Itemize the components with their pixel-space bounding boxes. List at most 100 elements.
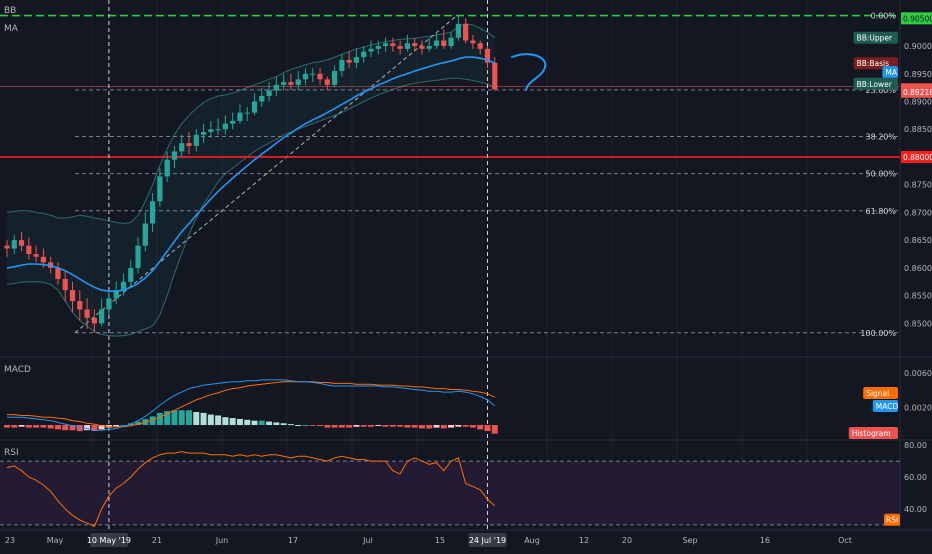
candle-body <box>55 267 61 279</box>
macd-histogram-bar <box>287 424 294 426</box>
candle-body <box>412 43 418 47</box>
candle-body <box>470 40 476 44</box>
horizontal-lines[interactable] <box>0 0 900 530</box>
candle-body <box>259 95 265 102</box>
candle-body <box>164 159 170 177</box>
candle-body <box>157 176 163 202</box>
macd-histogram-bar <box>258 420 265 425</box>
candle-body <box>150 201 156 224</box>
bollinger-lower-band-line <box>6 77 496 337</box>
macd-histogram-bar <box>375 425 382 426</box>
candle-body <box>33 254 39 257</box>
macd-tag-bg <box>872 400 898 412</box>
macd-legend-label[interactable]: MACD <box>4 365 31 375</box>
macd-tag-label: Histogram <box>852 429 891 438</box>
macd-histogram-bar <box>11 425 18 428</box>
macd-histogram-bar <box>222 417 229 425</box>
fib-level-label: 50.00% <box>865 170 896 179</box>
candle-body <box>11 240 17 249</box>
macd-histogram-bar <box>4 425 10 428</box>
macd-histogram-bar <box>426 425 433 429</box>
series-tag-bg <box>882 66 898 79</box>
macd-histogram-bar <box>346 425 353 428</box>
candle-body <box>4 245 10 249</box>
moving-average-line <box>6 56 496 292</box>
time-highlight-bg <box>89 533 128 547</box>
candle-body <box>302 73 309 80</box>
time-tick-label: 12 <box>579 536 589 545</box>
macd-histogram-bar <box>462 425 469 427</box>
macd-tag-bg <box>863 387 898 399</box>
candle-body <box>390 43 396 47</box>
macd-indicator <box>4 379 498 434</box>
user-drawings[interactable] <box>511 53 547 91</box>
fib-level-label: 0.00% <box>871 12 897 21</box>
macd-histogram-bar <box>98 425 105 430</box>
time-tick-label: 15 <box>435 536 445 545</box>
candle-body <box>346 59 352 63</box>
price-tag-label: 0.90500 <box>903 14 932 23</box>
time-tick-label: 21 <box>152 536 162 545</box>
macd-histogram-bar <box>156 412 163 425</box>
candle-body <box>237 112 243 121</box>
candle-body <box>477 43 483 49</box>
macd-histogram-bar <box>91 425 98 432</box>
macd-histogram-bar <box>360 425 367 427</box>
candle-body <box>404 43 410 49</box>
macd-histogram-bar <box>40 425 47 428</box>
price-tag-label: 0.88000 <box>903 153 932 162</box>
macd-histogram-bar <box>62 425 69 431</box>
macd-histogram-bar <box>47 425 54 429</box>
bb-legend-label[interactable]: BB <box>4 6 16 16</box>
bollinger-band-fill <box>7 23 495 337</box>
candle-body <box>244 112 250 114</box>
time-tick-label: 23 <box>5 536 15 545</box>
rsi-line <box>6 451 496 528</box>
price-tag-bg <box>901 12 932 25</box>
series-tag-label: BB:Basis <box>857 59 890 68</box>
candle-body <box>179 143 185 152</box>
candle-body <box>251 101 258 113</box>
macd-histogram-bar <box>193 412 200 425</box>
macd-histogram-bar <box>135 421 142 425</box>
price-tag-bg <box>901 150 932 163</box>
candle-body <box>332 71 338 85</box>
macd-histogram-bar <box>69 425 76 431</box>
series-tag-label: BB:Upper <box>857 34 893 43</box>
rsi-indicator <box>0 451 900 528</box>
macd-histogram-bar <box>309 425 316 426</box>
macd-histogram-bar <box>244 419 251 425</box>
candle-body <box>339 59 345 72</box>
ma-legend-label[interactable]: MA <box>4 24 19 34</box>
candle-body <box>40 256 46 263</box>
macd-histogram-bar <box>33 425 40 428</box>
candle-body <box>426 46 432 49</box>
macd-histogram-bar <box>491 425 498 434</box>
rsi-legend-label[interactable]: RSI <box>4 448 19 458</box>
time-tick-label: Oct <box>838 536 852 545</box>
candle-body <box>368 48 374 52</box>
fibonacci-retracement[interactable]: 0.00% 23.60% 38.20% 50.00% 61.80% 100.00% <box>0 12 900 338</box>
fib-trend-line <box>74 15 458 334</box>
candle-body <box>310 73 316 75</box>
candle-body <box>382 43 389 47</box>
macd-tag-label: MACD <box>876 402 899 411</box>
macd-histogram-bar <box>171 410 178 425</box>
candle-body <box>208 129 214 133</box>
candle-body <box>317 73 323 80</box>
candle-body <box>281 82 287 85</box>
candle-body <box>273 84 279 91</box>
macd-histogram-bar <box>448 425 455 428</box>
candle-body <box>215 129 221 131</box>
time-highlight-bg <box>468 533 507 547</box>
candle-body <box>288 82 294 85</box>
macd-signal-line <box>7 381 496 428</box>
